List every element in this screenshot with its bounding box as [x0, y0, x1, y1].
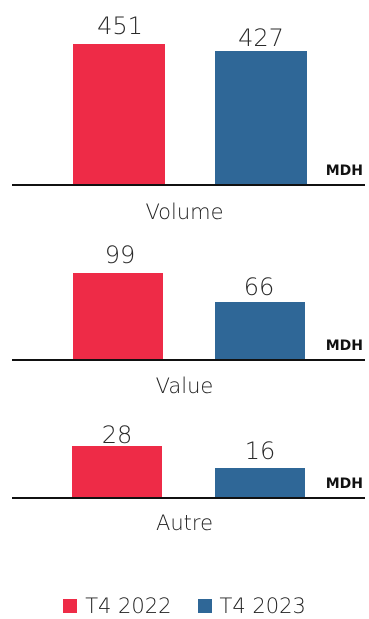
- legend-item-2023: T4 2023: [197, 594, 306, 618]
- legend-label-2023: T4 2023: [219, 594, 306, 618]
- category-label-autre: Autre: [155, 511, 213, 535]
- bar-autre-2023: [215, 468, 305, 497]
- legend: T4 2022 T4 2023: [0, 594, 369, 618]
- bar-value-2022: [73, 273, 163, 359]
- data-label-volume-2023: 427: [238, 24, 284, 52]
- bar-volume-2023: [215, 51, 307, 184]
- bar-autre-2022: [72, 446, 162, 497]
- bar-value-2023: [215, 302, 305, 359]
- data-label-volume-2022: 451: [97, 12, 143, 40]
- x-axis-line: [12, 359, 365, 361]
- bar-volume-2022: [73, 44, 165, 184]
- x-axis-line: [12, 497, 365, 499]
- legend-item-2022: T4 2022: [63, 594, 172, 618]
- data-label-value-2022: 99: [104, 241, 136, 269]
- category-label-value: Value: [155, 374, 214, 398]
- unit-label: MDH: [325, 338, 363, 354]
- legend-label-2022: T4 2022: [85, 594, 172, 618]
- x-axis-line: [12, 184, 365, 186]
- legend-swatch-2022: [63, 599, 78, 613]
- data-label-value-2023: 66: [243, 273, 275, 301]
- category-label-volume: Volume: [145, 200, 224, 224]
- unit-label: MDH: [325, 163, 363, 179]
- data-label-autre-2022: 28: [101, 421, 133, 449]
- data-label-autre-2023: 16: [244, 437, 276, 465]
- unit-label: MDH: [325, 476, 363, 492]
- legend-swatch-2023: [197, 599, 212, 613]
